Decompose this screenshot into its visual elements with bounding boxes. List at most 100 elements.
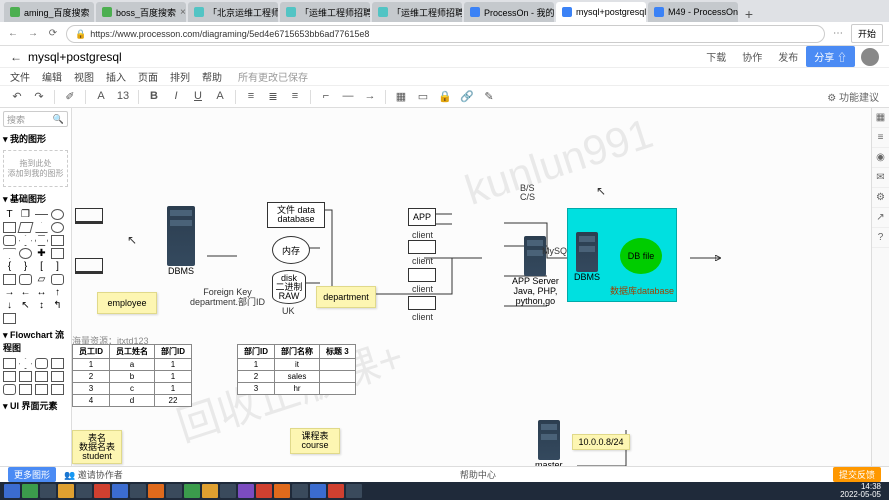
fc-delay[interactable]: [3, 384, 16, 395]
redo-icon[interactable]: ↷: [32, 90, 46, 104]
help-center[interactable]: 帮助中心: [460, 468, 496, 481]
arrow-ud-shape[interactable]: ↕: [35, 300, 48, 311]
brace2-shape[interactable]: }: [19, 261, 32, 272]
round2-shape[interactable]: [51, 274, 64, 285]
avatar[interactable]: [861, 48, 879, 66]
connector-icon[interactable]: ⌐: [319, 90, 333, 104]
circle-shape[interactable]: [51, 209, 64, 220]
fc-doc[interactable]: [19, 371, 32, 382]
ui-elements-header[interactable]: ▾ UI 界面元素: [3, 397, 68, 414]
comment-icon[interactable]: ✉: [872, 168, 889, 188]
shape-dropzone[interactable]: 拖到此处添加到我的图形: [3, 150, 68, 187]
address-bar[interactable]: 🔒 https://www.processon.com/diagraming/5…: [66, 25, 825, 43]
menu-view[interactable]: 视图: [74, 69, 94, 84]
fill-icon[interactable]: ▦: [394, 90, 408, 104]
taskbar-item[interactable]: [148, 484, 164, 498]
fc-process[interactable]: [3, 358, 16, 369]
menu-file[interactable]: 文件: [10, 69, 30, 84]
arrow-u-shape[interactable]: ↑: [51, 287, 64, 298]
invite-button[interactable]: 👥 邀请协作者: [64, 468, 123, 481]
share-icon[interactable]: ↗: [872, 208, 889, 228]
turn-shape[interactable]: ↰: [51, 300, 64, 311]
taskbar-item[interactable]: [274, 484, 290, 498]
browser-tab[interactable]: M49 - ProcessOn×: [648, 2, 738, 22]
my-shapes-header[interactable]: ▾ 我的图形: [3, 130, 68, 147]
menu-insert[interactable]: 插入: [106, 69, 126, 84]
underline-icon[interactable]: U: [191, 90, 205, 104]
reload-icon[interactable]: ⟳: [46, 27, 60, 41]
line-shape[interactable]: [35, 214, 48, 215]
help-icon[interactable]: ?: [872, 228, 889, 248]
arrow-r-shape[interactable]: →: [3, 287, 16, 298]
roundrect-shape[interactable]: [3, 235, 16, 246]
fc-terminator[interactable]: [35, 358, 48, 369]
feedback-button[interactable]: 提交反馈: [833, 467, 881, 482]
text-color-icon[interactable]: A: [213, 90, 227, 104]
align-left-icon[interactable]: ≡: [244, 90, 258, 104]
forward-icon[interactable]: →: [26, 27, 40, 41]
canvas[interactable]: kunlun991 回收正版课+: [72, 108, 871, 466]
arrow-d-shape[interactable]: ↓: [3, 300, 16, 311]
basic-shapes-header[interactable]: ▾ 基础图形: [3, 190, 68, 207]
taskbar-item[interactable]: [112, 484, 128, 498]
feature-suggest[interactable]: ⚙ 功能建议: [827, 89, 879, 104]
diamond-shape[interactable]: [19, 235, 32, 246]
bracket2-shape[interactable]: ]: [51, 261, 64, 272]
line-style-icon[interactable]: —: [341, 90, 355, 104]
browser-tab-active[interactable]: mysql+postgresql - P×: [556, 2, 646, 22]
extensions-icon[interactable]: ⋯: [831, 27, 845, 41]
font-size[interactable]: 13: [116, 90, 130, 104]
taskbar-item[interactable]: [256, 484, 272, 498]
pill-shape[interactable]: [19, 274, 32, 285]
taskbar-item[interactable]: [184, 484, 200, 498]
browser-tab[interactable]: 「运维工程师招聘」×: [280, 2, 370, 22]
nav-icon[interactable]: ▦: [872, 108, 889, 128]
rect3-shape[interactable]: [51, 248, 64, 259]
fc-multi[interactable]: [35, 371, 48, 382]
download-button[interactable]: 下载: [698, 46, 734, 67]
oval-shape[interactable]: [19, 248, 32, 259]
taskbar-item[interactable]: [166, 484, 182, 498]
menu-page[interactable]: 页面: [138, 69, 158, 84]
taskbar-item[interactable]: [58, 484, 74, 498]
fc-input[interactable]: [19, 384, 32, 395]
undo-icon[interactable]: ↶: [10, 90, 24, 104]
tri-down-shape[interactable]: [3, 248, 16, 259]
taskbar-item[interactable]: [310, 484, 326, 498]
rect4-shape[interactable]: [3, 313, 16, 324]
text-shape[interactable]: T: [3, 209, 16, 220]
plus-shape[interactable]: ✚: [35, 248, 48, 259]
arrow-ul-shape[interactable]: ↖: [19, 300, 32, 311]
system-clock[interactable]: 14:382022-05-05: [840, 483, 885, 499]
parallelogram-shape[interactable]: [18, 222, 34, 233]
document-title[interactable]: mysql+postgresql: [28, 50, 698, 64]
ellipse-shape[interactable]: [51, 222, 64, 233]
back-button[interactable]: ←: [10, 50, 22, 64]
rect-shape[interactable]: [3, 222, 16, 233]
lock-icon[interactable]: 🔒: [438, 90, 452, 104]
align-right-icon[interactable]: ≡: [288, 90, 302, 104]
triangle-shape[interactable]: [35, 222, 48, 233]
flowchart-header[interactable]: ▾ Flowchart 流程图: [3, 326, 68, 356]
new-tab-button[interactable]: +: [740, 6, 758, 22]
browser-tab[interactable]: boss_百度搜索×: [96, 2, 186, 22]
browser-tab[interactable]: aming_百度搜索×: [4, 2, 94, 22]
browser-tab[interactable]: 「北京运维工程师招聘」×: [188, 2, 278, 22]
highlighter-icon[interactable]: ✎: [482, 90, 496, 104]
taskbar-item[interactable]: [130, 484, 146, 498]
collaborate-button[interactable]: 协作: [734, 46, 770, 67]
menu-help[interactable]: 帮助: [202, 69, 222, 84]
menu-arrange[interactable]: 排列: [170, 69, 190, 84]
start-button[interactable]: [4, 484, 20, 498]
fc-card[interactable]: [51, 371, 64, 382]
callout-shape[interactable]: ▱: [35, 274, 48, 285]
publish-button[interactable]: 发布: [770, 46, 806, 67]
bracket-shape[interactable]: [: [35, 261, 48, 272]
menu-edit[interactable]: 编辑: [42, 69, 62, 84]
link-icon[interactable]: 🔗: [460, 90, 474, 104]
fc-decision[interactable]: [19, 358, 32, 369]
taskbar-item[interactable]: [328, 484, 344, 498]
back-icon[interactable]: ←: [6, 27, 20, 41]
begin-button[interactable]: 开始: [851, 24, 883, 43]
taskbar-item[interactable]: [238, 484, 254, 498]
